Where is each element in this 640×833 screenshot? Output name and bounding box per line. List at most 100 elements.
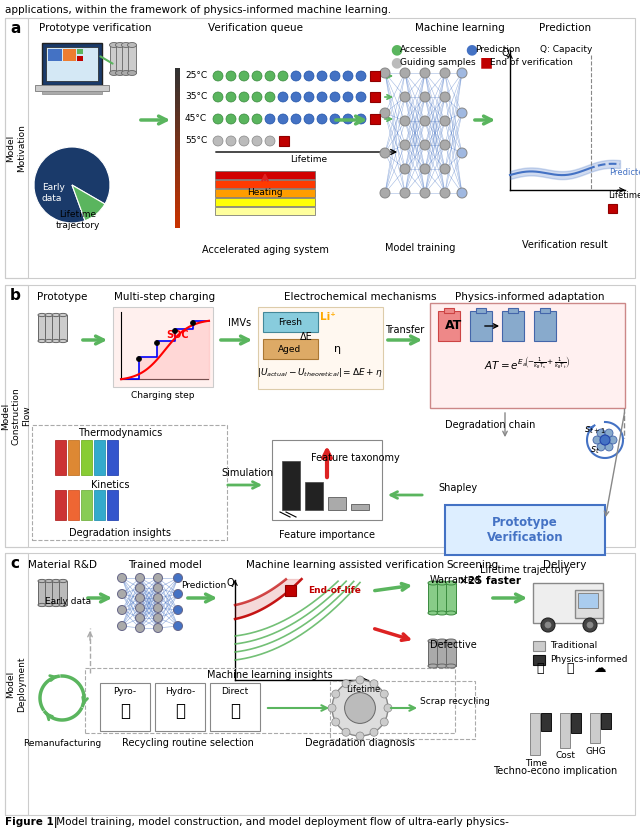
Bar (175, 68, 180, 72)
Circle shape (587, 622, 593, 628)
Bar (500, 45, 630, 200)
Bar (175, 168, 180, 172)
Ellipse shape (52, 580, 60, 582)
Circle shape (597, 429, 605, 437)
Circle shape (136, 593, 145, 602)
Bar (63, 49, 76, 61)
Circle shape (118, 606, 127, 615)
Ellipse shape (45, 580, 53, 582)
Bar (590, 713, 600, 743)
Bar (175, 120, 180, 124)
Bar (175, 156, 180, 160)
Ellipse shape (52, 339, 60, 342)
Circle shape (317, 71, 327, 81)
Bar (175, 216, 180, 220)
Circle shape (154, 613, 163, 622)
Bar (560, 713, 570, 748)
Text: Cost: Cost (556, 751, 576, 761)
Bar (175, 180, 180, 184)
Text: Shapley: Shapley (438, 483, 477, 493)
Circle shape (118, 621, 127, 631)
Bar (77, 49, 83, 54)
Text: Heating: Heating (247, 187, 283, 197)
Bar (428, 641, 438, 666)
Bar (351, 504, 369, 510)
Bar (444, 308, 454, 313)
Bar (5, 285, 28, 547)
Ellipse shape (428, 581, 438, 585)
Text: Fresh: Fresh (278, 317, 302, 327)
Ellipse shape (428, 639, 438, 643)
Bar (578, 593, 598, 608)
Ellipse shape (45, 603, 53, 606)
Circle shape (154, 573, 163, 582)
Bar (175, 128, 180, 132)
Text: ●: ● (390, 42, 402, 56)
Text: applications, within the framework of physics-informed machine learning.: applications, within the framework of ph… (5, 5, 391, 15)
Text: 🔥: 🔥 (120, 702, 130, 720)
Text: SOC: SOC (166, 330, 189, 340)
Circle shape (384, 704, 392, 712)
Ellipse shape (127, 71, 136, 76)
Text: GHG: GHG (586, 746, 606, 756)
Bar (282, 461, 300, 510)
Circle shape (328, 704, 336, 712)
Ellipse shape (437, 664, 447, 668)
Ellipse shape (109, 71, 118, 76)
Text: Degradation diagnosis: Degradation diagnosis (305, 738, 415, 748)
Circle shape (332, 680, 388, 736)
Text: Lifetime: Lifetime (346, 686, 380, 695)
Circle shape (252, 136, 262, 146)
Circle shape (291, 114, 301, 124)
Bar (530, 713, 540, 755)
Bar (428, 583, 438, 613)
Circle shape (213, 71, 223, 81)
Bar (175, 112, 180, 116)
Circle shape (370, 680, 378, 688)
Bar (38, 581, 46, 605)
Bar (571, 713, 581, 733)
Circle shape (332, 718, 340, 726)
Bar (175, 92, 180, 96)
Circle shape (400, 188, 410, 198)
Bar (175, 84, 180, 88)
Circle shape (226, 136, 236, 146)
Bar (370, 92, 380, 102)
Text: IMVs: IMVs (228, 318, 252, 328)
Ellipse shape (45, 313, 53, 317)
Text: ●: ● (465, 42, 477, 56)
Circle shape (226, 114, 236, 124)
Text: Transfer: Transfer (385, 325, 424, 335)
Circle shape (541, 618, 555, 632)
Circle shape (440, 116, 450, 126)
Bar (437, 641, 447, 666)
Bar (175, 72, 180, 76)
Bar (533, 655, 545, 665)
Text: ●: ● (390, 55, 402, 69)
Bar (155, 683, 205, 731)
Ellipse shape (437, 581, 447, 585)
Text: Feature taxonomy: Feature taxonomy (310, 453, 399, 463)
Bar (5, 553, 28, 815)
Bar (81, 490, 92, 520)
Bar (175, 124, 180, 128)
Circle shape (136, 623, 145, 632)
Circle shape (136, 613, 145, 622)
Bar (476, 308, 486, 313)
Text: Recycling routine selection: Recycling routine selection (122, 738, 254, 748)
Circle shape (440, 188, 450, 198)
Circle shape (420, 92, 430, 102)
Ellipse shape (59, 313, 67, 317)
Text: Prediction: Prediction (181, 581, 227, 591)
Text: Prototype: Prototype (37, 292, 87, 302)
Ellipse shape (446, 611, 456, 615)
Bar (175, 204, 180, 208)
Ellipse shape (428, 611, 438, 615)
Circle shape (173, 328, 177, 333)
Text: 35°C: 35°C (185, 92, 207, 101)
Bar (608, 204, 618, 212)
Bar (370, 71, 380, 81)
Bar (77, 56, 83, 61)
Text: Lifetime: Lifetime (608, 191, 640, 199)
Bar (175, 212, 180, 216)
